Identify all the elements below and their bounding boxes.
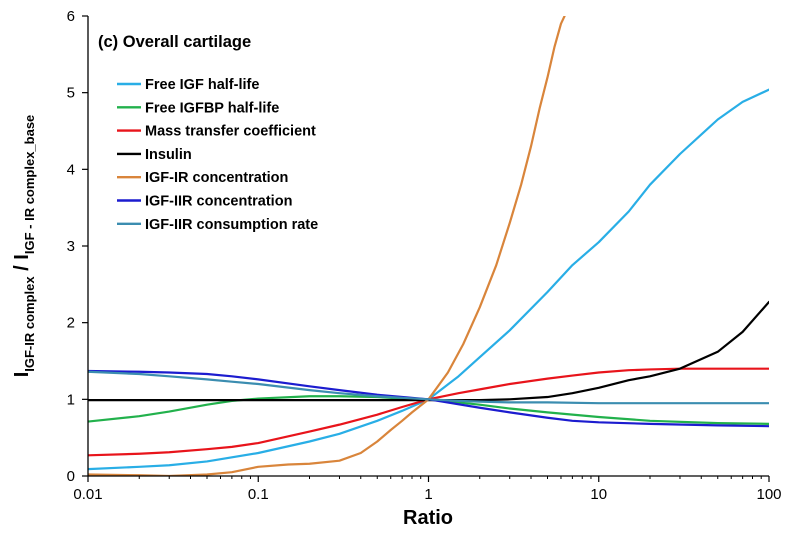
legend-label: Mass transfer coefficient	[145, 124, 316, 140]
legend-label: IGF-IIR consumption rate	[145, 217, 318, 233]
legend-label: Free IGFBP half-life	[145, 100, 279, 116]
y-axis-title-sep: / I	[11, 254, 33, 276]
series-layer	[88, 16, 769, 476]
legend: Free IGF half-life Free IGFBP half-life Ma…	[117, 77, 318, 233]
x-axis-title: Ratio	[403, 507, 453, 529]
y-axis-title-sub2: IGF - IR complex_base	[22, 115, 37, 254]
legend-label: IGF-IIR concentration	[145, 194, 292, 210]
y-tick-label: 1	[67, 391, 75, 408]
x-tick-label: 0.1	[248, 486, 269, 503]
y-tick-label: 5	[67, 85, 75, 102]
y-axis-title: IIGF-IR complex / IIGF - IR complex_base	[11, 115, 37, 378]
series-line-7	[88, 370, 769, 405]
x-axis-ticks: 0.01 0.1 1 10 100	[73, 476, 782, 503]
y-tick-label: 2	[67, 315, 75, 332]
y-tick-label: 0	[67, 468, 75, 485]
y-tick-label: 4	[67, 161, 75, 178]
legend-label: Insulin	[145, 147, 192, 163]
y-axis-ticks: 0 1 2 3 4 5 6	[67, 8, 88, 485]
legend-label: Free IGF half-life	[145, 77, 259, 93]
y-axis-title-sub1: IGF-IR complex	[22, 276, 37, 372]
x-tick-label: 10	[590, 486, 607, 503]
x-tick-label: 1	[424, 486, 432, 503]
series-line-1	[88, 88, 769, 471]
x-tick-label: 100	[756, 486, 781, 503]
legend-label: IGF-IR concentration	[145, 170, 288, 186]
x-tick-label: 0.01	[73, 486, 102, 503]
y-tick-label: 6	[67, 8, 75, 25]
series-line-3	[88, 367, 769, 457]
chart-title: (c) Overall cartilage	[98, 33, 251, 51]
y-axis-title-main1: I	[11, 372, 33, 378]
series-line-5	[88, 16, 566, 476]
y-tick-label: 3	[67, 238, 75, 255]
